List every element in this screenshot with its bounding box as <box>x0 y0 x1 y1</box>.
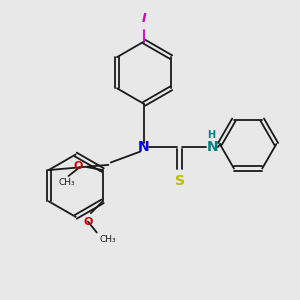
Text: O: O <box>83 217 92 227</box>
Text: I: I <box>142 12 146 25</box>
Text: CH₃: CH₃ <box>59 178 75 188</box>
Text: O: O <box>74 161 83 172</box>
Text: H: H <box>207 130 215 140</box>
Text: N: N <box>207 140 218 154</box>
Text: N: N <box>138 140 150 154</box>
Text: CH₃: CH₃ <box>99 236 116 244</box>
Text: S: S <box>175 174 185 188</box>
